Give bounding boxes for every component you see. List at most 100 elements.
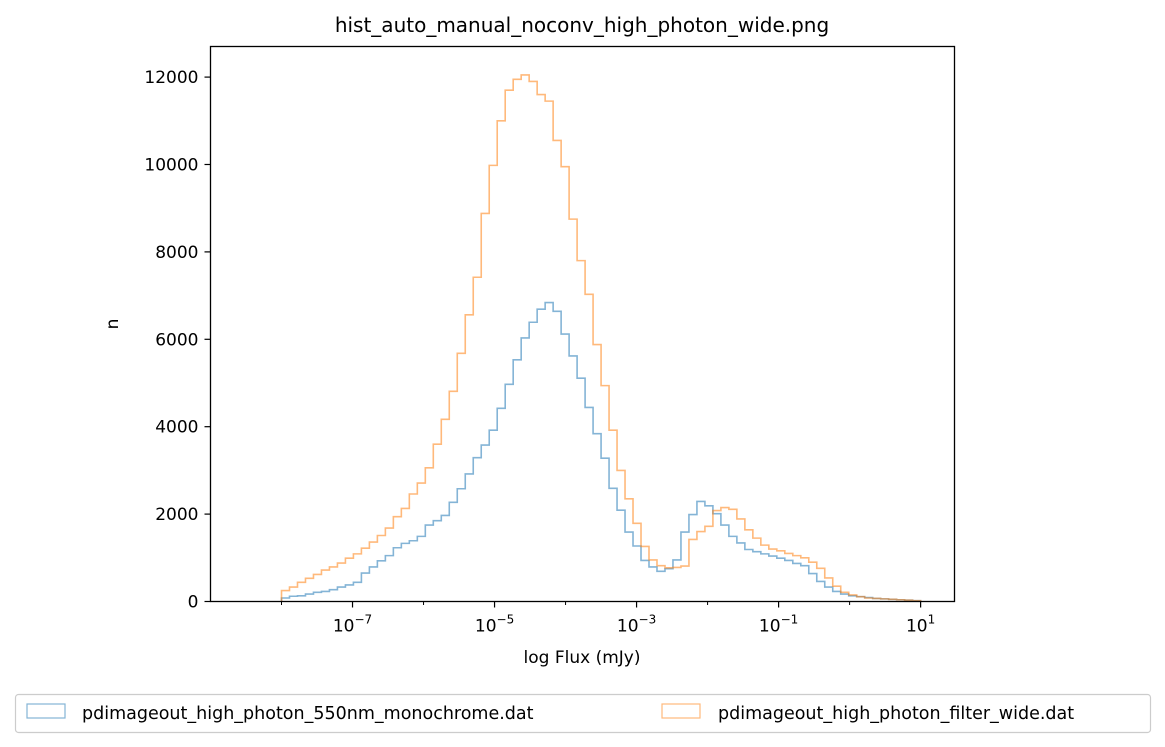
- y-tick-label: 0: [188, 593, 199, 613]
- histogram-bin: [801, 558, 809, 602]
- histogram-bin: [473, 458, 481, 602]
- histogram-bin: [817, 568, 825, 601]
- histogram-bin: [465, 474, 473, 602]
- histogram-bin: [329, 567, 337, 602]
- histogram-bin: [609, 430, 617, 601]
- histogram-bin: [489, 165, 497, 601]
- histogram-bin: [297, 582, 305, 601]
- histogram-bin: [817, 581, 825, 601]
- histogram-bin: [385, 528, 393, 601]
- legend-swatch-monochrome: [26, 703, 66, 719]
- histogram-bin: [401, 508, 409, 601]
- histogram-bin: [545, 303, 553, 602]
- histogram-bin: [433, 521, 441, 602]
- histogram-bin: [809, 574, 817, 602]
- histogram-bin: [417, 536, 425, 601]
- histogram-bin: [417, 483, 425, 601]
- histogram-bin: [737, 543, 745, 602]
- histogram-bin: [361, 548, 369, 601]
- x-tick-label: 10−7: [333, 613, 372, 637]
- histogram-bin: [553, 140, 561, 601]
- histogram-bin: [633, 523, 641, 601]
- histogram-bin: [825, 578, 833, 602]
- histogram-bin: [625, 532, 633, 601]
- histogram-bin: [569, 219, 577, 601]
- histogram-bin: [673, 567, 681, 601]
- histogram-bin: [529, 81, 537, 601]
- histogram-bin: [697, 532, 705, 602]
- histogram-bin: [393, 517, 401, 602]
- histogram-bin: [593, 434, 601, 602]
- histogram-bin: [577, 261, 585, 602]
- histogram-bin: [769, 549, 777, 601]
- histogram-bin: [833, 591, 841, 601]
- histogram-bin: [585, 294, 593, 601]
- histogram-bin: [545, 101, 553, 601]
- histogram-bin: [385, 556, 393, 602]
- histogram-bin: [785, 560, 793, 601]
- histogram-bin: [745, 549, 753, 601]
- series-0: [280, 301, 922, 602]
- histogram-bin: [489, 430, 497, 601]
- histogram-bin: [809, 562, 817, 601]
- histogram-bin: [369, 542, 377, 601]
- series-outline: [280, 74, 922, 602]
- y-axis-label: n: [103, 319, 123, 330]
- histogram-bin: [321, 591, 329, 601]
- histogram-bin: [689, 515, 697, 602]
- histogram-bin: [625, 499, 633, 602]
- histogram-bin: [697, 501, 705, 601]
- histogram-bin: [729, 509, 737, 601]
- histogram-bin: [409, 541, 417, 602]
- histogram-bin: [561, 334, 569, 601]
- histogram-bin: [425, 525, 433, 601]
- histogram-bin: [617, 470, 625, 601]
- chart-title: hist_auto_manual_noconv_high_photon_wide…: [335, 13, 829, 37]
- histogram-bin: [753, 552, 761, 602]
- histogram-bin: [657, 571, 665, 601]
- histogram-bin: [769, 556, 777, 601]
- histogram-bin: [617, 510, 625, 601]
- histogram-bin: [737, 519, 745, 602]
- series-1: [280, 74, 922, 602]
- histogram-bin: [425, 468, 433, 602]
- histogram-bin: [353, 554, 361, 602]
- histogram-bin: [513, 360, 521, 602]
- histogram-bin: [777, 558, 785, 601]
- x-tick-label: 10−5: [475, 613, 514, 637]
- histogram-bin: [313, 574, 321, 601]
- histogram-bin: [601, 458, 609, 601]
- legend-label-filter-wide: pdimageout_high_photon_filter_wide.dat: [718, 704, 1074, 724]
- histogram-bin: [793, 563, 801, 601]
- histogram-bin: [305, 594, 313, 601]
- legend-label-monochrome: pdimageout_high_photon_550nm_monochrome.…: [82, 704, 534, 724]
- x-axis-label: log Flux (mJy): [524, 648, 641, 668]
- histogram-bin: [521, 338, 529, 602]
- histogram-bin: [321, 570, 329, 601]
- histogram-bin: [601, 386, 609, 602]
- histogram-bin: [377, 561, 385, 602]
- histogram-bin: [497, 121, 505, 602]
- y-tick-label: 12000: [144, 68, 198, 88]
- histogram-bin: [345, 585, 353, 602]
- histogram-bin: [593, 345, 601, 602]
- histogram-bin: [649, 567, 657, 602]
- histogram-bin: [537, 95, 545, 602]
- histogram-bin: [457, 353, 465, 601]
- histogram-bin: [481, 213, 489, 601]
- histogram-bin: [705, 526, 713, 601]
- histogram-bin: [473, 277, 481, 601]
- histogram-bin: [745, 530, 753, 602]
- histogram-bin: [345, 558, 353, 601]
- histogram-bin: [497, 408, 505, 601]
- histogram-bin: [529, 322, 537, 601]
- histogram-bin: [353, 582, 361, 601]
- histogram-bin: [689, 539, 697, 601]
- histogram-bin: [361, 573, 369, 601]
- y-tick-label: 2000: [155, 505, 198, 525]
- histogram-bin: [849, 596, 857, 602]
- histogram-bin: [297, 596, 305, 602]
- y-tick-label: 10000: [144, 155, 198, 175]
- y-tick-label: 6000: [155, 330, 198, 350]
